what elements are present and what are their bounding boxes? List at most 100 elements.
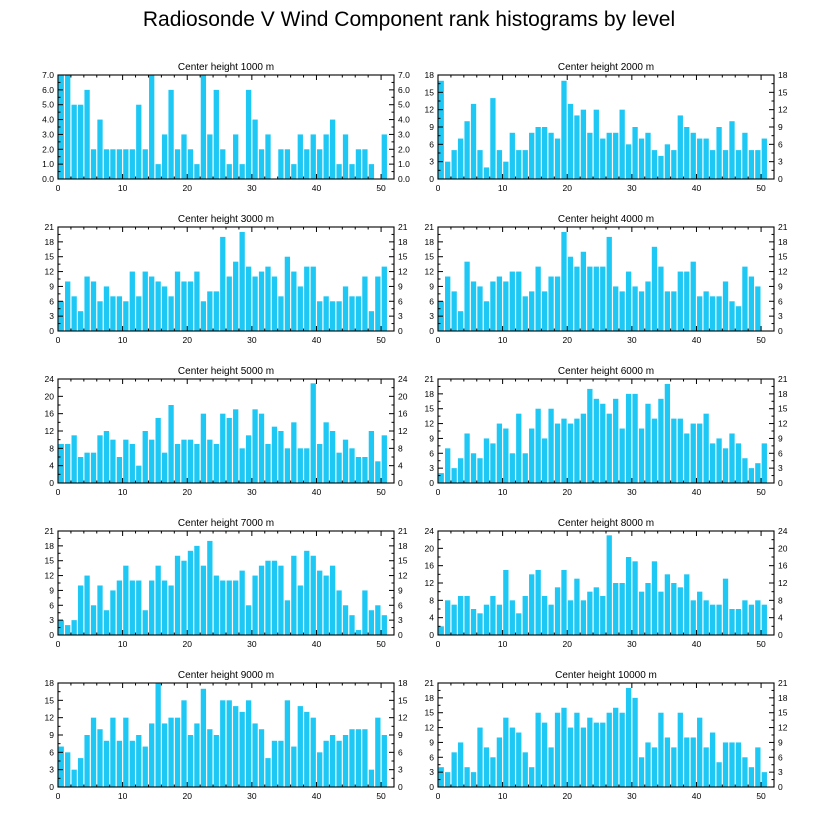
histogram-bar (194, 271, 200, 331)
histogram-bar (310, 266, 316, 331)
y-tick-label-right: 6 (778, 296, 783, 306)
x-tick-label: 50 (376, 487, 386, 497)
histogram-bar (677, 712, 683, 787)
histogram-bar (71, 104, 77, 179)
histogram-bar (606, 132, 612, 179)
histogram-bar (457, 138, 464, 179)
y-tick-label: 15 (425, 708, 435, 718)
y-tick-label: 18 (425, 70, 435, 80)
histogram-bar (317, 752, 323, 787)
y-tick-label: 21 (425, 678, 435, 688)
histogram-bar (116, 457, 123, 483)
panel-title: Center height 10000 m (555, 670, 657, 681)
histogram-bar (265, 560, 271, 635)
histogram-bar (729, 742, 735, 787)
histogram-bar (509, 727, 515, 787)
histogram-bar (729, 433, 735, 483)
histogram-bar (110, 717, 116, 787)
histogram-bar (503, 428, 509, 483)
histogram-bar (690, 261, 696, 331)
histogram-bar (355, 457, 362, 483)
y-tick-label-right: 0.0 (398, 174, 410, 184)
y-tick-label: 3 (429, 157, 434, 167)
histogram-bar (658, 398, 664, 483)
x-tick-label: 0 (56, 487, 61, 497)
x-tick-label: 20 (182, 639, 192, 649)
y-tick-label-right: 9 (398, 281, 403, 291)
histogram-bar (323, 134, 329, 179)
histogram-bar (477, 150, 483, 179)
histogram-bar (619, 291, 625, 331)
histogram-bar (658, 155, 664, 179)
y-tick-label: 9 (429, 433, 434, 443)
y-tick-label: 12 (45, 267, 55, 277)
histogram-bar (761, 772, 767, 787)
histogram-bar (142, 746, 148, 787)
histogram-bar (645, 132, 651, 179)
histogram-bar (496, 276, 503, 331)
histogram-bar (116, 580, 123, 635)
histogram-bar (729, 121, 735, 179)
histogram-bar (129, 149, 135, 179)
histogram-bar (368, 769, 375, 787)
histogram-bar (304, 550, 310, 635)
histogram-bar (58, 75, 64, 179)
histogram-bar (375, 461, 381, 483)
y-tick-label: 21 (45, 222, 55, 232)
histogram-bar (580, 727, 587, 787)
histogram-bar (445, 161, 451, 179)
histogram-bar (671, 747, 677, 787)
y-tick-label-right: 3 (778, 157, 783, 167)
panel-title: Center height 8000 m (558, 518, 654, 529)
histogram-bar (535, 266, 541, 331)
histogram-bar (161, 286, 168, 331)
histogram-bar (684, 271, 690, 331)
histogram-bar (355, 296, 362, 331)
histogram-bar (735, 443, 742, 483)
y-tick-label-right: 24 (778, 526, 788, 536)
y-tick-label: 7.0 (42, 70, 54, 80)
y-tick-label: 4 (429, 613, 434, 623)
histogram-bar (84, 735, 90, 787)
histogram-bar (716, 296, 722, 331)
x-tick-label: 10 (498, 183, 508, 193)
histogram-bar (729, 301, 735, 331)
y-tick-label-right: 20 (398, 391, 408, 401)
y-tick-label-right: 3 (778, 463, 783, 473)
histogram-bar (194, 545, 200, 635)
histogram-bar (748, 276, 755, 331)
histogram-bar (755, 150, 761, 179)
y-tick-label-right: 7.0 (398, 70, 410, 80)
histogram-bar (690, 132, 696, 179)
histogram-bar (213, 575, 219, 635)
x-tick-label: 30 (247, 183, 257, 193)
histogram-bar (336, 740, 342, 787)
y-tick-label: 15 (45, 252, 55, 262)
panel-title: Center height 1000 m (178, 62, 274, 73)
histogram-bar (381, 435, 387, 483)
histogram-bar (239, 448, 245, 483)
histogram-bar (457, 596, 464, 635)
y-tick-label-right: 6 (778, 448, 783, 458)
histogram-bar (84, 452, 90, 483)
histogram-bar (451, 150, 457, 179)
histogram-bar (722, 150, 729, 179)
histogram-bar (349, 164, 355, 179)
histogram-bar (535, 127, 541, 179)
histogram-bar (761, 604, 767, 635)
histogram-bar (278, 740, 284, 787)
histogram-bar (651, 561, 658, 635)
histogram-bar (342, 439, 349, 483)
x-tick-label: 40 (692, 639, 702, 649)
x-tick-label: 10 (118, 639, 128, 649)
y-tick-label-right: 18 (398, 678, 408, 688)
histogram-bar (284, 149, 291, 179)
x-tick-label: 30 (627, 487, 637, 497)
histogram-bar (470, 772, 477, 787)
y-tick-label-right: 21 (398, 222, 408, 232)
histogram-bar (593, 266, 599, 331)
histogram-bar (291, 422, 297, 483)
y-tick-label: 21 (45, 526, 55, 536)
histogram-bar (742, 458, 748, 483)
histogram-bar (265, 758, 271, 787)
